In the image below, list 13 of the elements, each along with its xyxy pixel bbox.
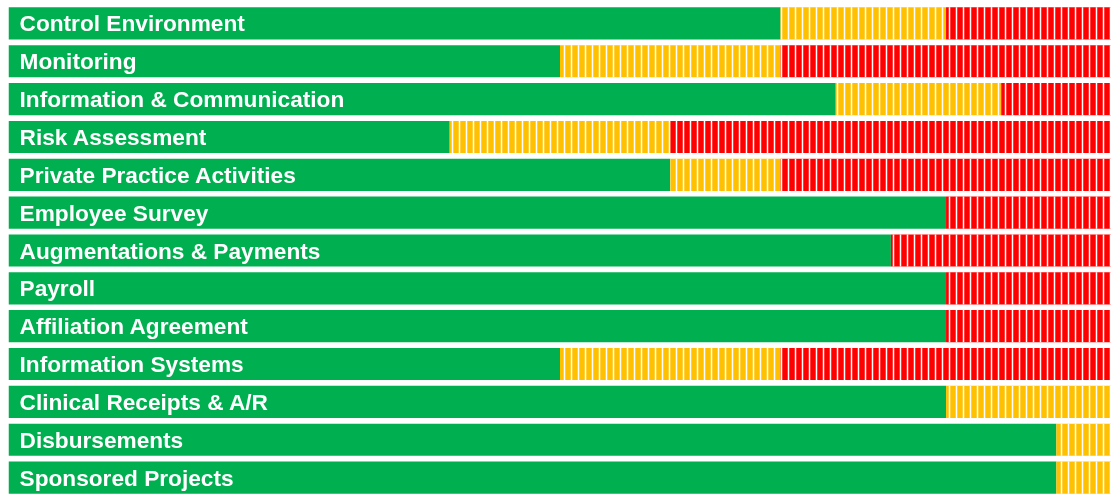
- y-tick-label: Private Practice Activities: [19, 161, 296, 188]
- y-tick-label: Monitoring: [19, 48, 137, 75]
- y-tick-label: Sponsored Projects: [19, 464, 234, 491]
- y-tick-label: Information & Communication: [19, 86, 345, 113]
- y-tick-label: Affiliation Agreement: [19, 313, 249, 340]
- y-tick-label: Risk Assessment: [19, 123, 207, 150]
- y-tick-label: Information Systems: [19, 351, 244, 378]
- y-tick-label: Augmentations & Payments: [19, 237, 321, 264]
- y-tick-label: Control Environment: [19, 10, 246, 37]
- y-tick-label: Disbursements: [19, 426, 184, 453]
- y-tick-label: Payroll: [19, 275, 96, 302]
- y-tick-label: Clinical Receipts & A/R: [19, 388, 268, 415]
- y-tick-label: Employee Survey: [19, 199, 209, 226]
